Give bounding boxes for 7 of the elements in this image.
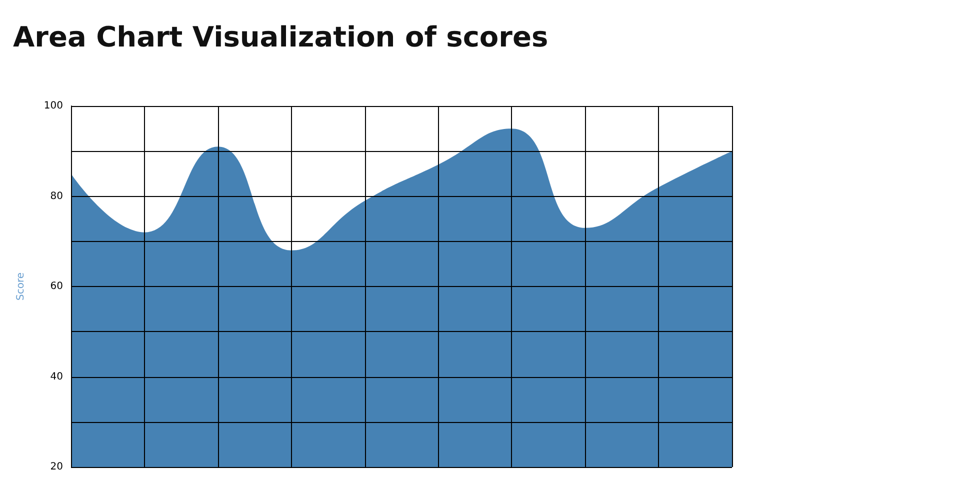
y-tick-label: 100 [44, 100, 63, 112]
y-tick-label: 20 [50, 462, 63, 472]
y-tick-label: 60 [50, 281, 63, 292]
y-tick-label: 40 [50, 371, 63, 382]
y-axis-title: Score [16, 272, 26, 301]
y-tick-label: 80 [50, 190, 63, 202]
chart-title: Area Chart Visualization of scores [13, 20, 548, 54]
